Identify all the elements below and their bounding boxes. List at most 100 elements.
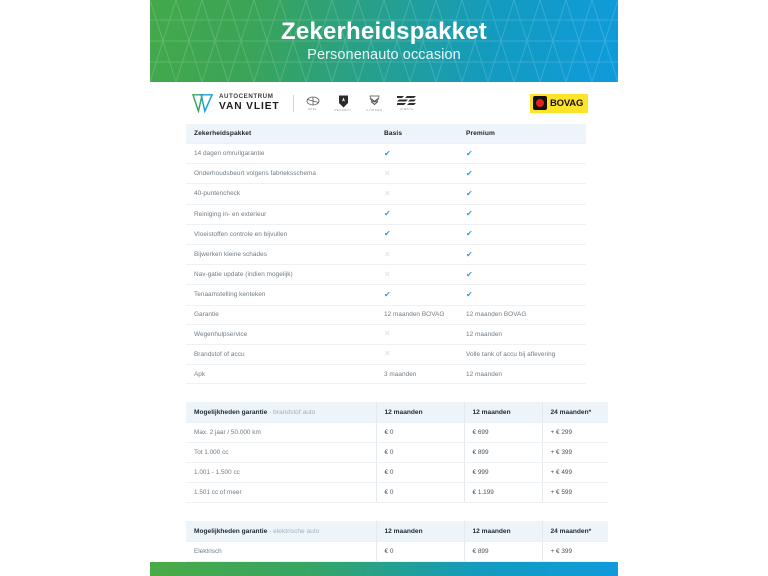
feature-label: Garantie	[186, 305, 376, 325]
cross-icon: ✕	[384, 269, 391, 279]
page-title: Zekerheidspakket	[281, 17, 487, 45]
premium-value: 12 maanden	[458, 324, 586, 345]
column-header-24m: 24 maanden*	[542, 402, 608, 424]
premium-value: 12 maanden BOVAG	[458, 305, 586, 325]
feature-label: 40-puntencheck	[186, 183, 376, 205]
check-icon: ✔	[466, 188, 473, 198]
premium-value: Volle tank of accu bij aflevering	[458, 344, 586, 366]
column-header-premium: Premium	[458, 124, 586, 144]
check-icon: ✔	[466, 289, 473, 299]
price-12m-a: € 0	[376, 541, 464, 563]
citroen-logo-icon	[369, 95, 380, 105]
footer-gradient-bar	[150, 562, 618, 576]
bovag-label: BOVAG	[550, 97, 584, 109]
electric-table-title: Mogelijkheden garantie - elektrische aut…	[186, 521, 376, 543]
fuel-warranty-price-table: Mogelijkheden garantie - brandstof auto …	[186, 402, 608, 504]
basis-value: ✔	[376, 204, 458, 225]
feature-label: Reiniging in- en exterieur	[186, 204, 376, 225]
check-icon: ✔	[384, 148, 391, 158]
price-row-label: Elektrisch	[186, 541, 376, 563]
price-12m-a: € 0	[376, 442, 464, 464]
column-header-feature: Zekerheidspakket	[186, 124, 376, 144]
basis-value: ✔	[376, 224, 458, 245]
table-row: Tot 1.000 cc € 0 € 899 + € 399	[186, 442, 608, 464]
column-header-basis: Basis	[376, 124, 458, 144]
brand-bar: AUTOCENTRUM VAN VLIET OPEL PEUGEOT	[150, 82, 618, 124]
dealer-name-bottom: VAN VLIET	[219, 100, 280, 112]
premium-value: ✔	[458, 264, 586, 286]
check-icon: ✔	[384, 209, 391, 219]
fuel-table-title: Mogelijkheden garantie - brandstof auto	[186, 402, 376, 424]
price-24m: + € 599	[542, 482, 608, 504]
check-icon: ✔	[384, 289, 391, 299]
price-24m: + € 299	[542, 422, 608, 444]
basis-value: ✕	[376, 324, 458, 345]
check-icon: ✔	[466, 269, 473, 279]
basis-value: ✔	[376, 284, 458, 306]
check-icon: ✔	[466, 209, 473, 219]
basis-value: ✕	[376, 344, 458, 366]
aiways-logo: AIWAYS	[397, 95, 417, 111]
price-24m: + € 399	[542, 541, 608, 563]
check-icon: ✔	[466, 229, 473, 239]
cross-icon: ✕	[384, 329, 391, 339]
column-header-24m: 24 maanden*	[542, 521, 608, 543]
price-12m-b: € 899	[464, 442, 542, 464]
premium-value: 12 maanden	[458, 364, 586, 385]
table-row: Elektrisch € 0 € 899 + € 399	[186, 541, 608, 563]
v7-chevron-logo-icon	[192, 94, 214, 113]
price-row-label: Tot 1.000 cc	[186, 442, 376, 464]
bovag-badge: BOVAG	[530, 93, 588, 113]
dealer-logo: AUTOCENTRUM VAN VLIET	[192, 93, 280, 113]
header-banner: Zekerheidspakket Personenauto occasion	[150, 0, 618, 82]
opel-logo-icon	[306, 96, 319, 106]
table-row: 1.001 - 1.500 cc € 0 € 999 + € 499	[186, 462, 608, 484]
premium-value: ✔	[458, 143, 586, 165]
price-12m-a: € 0	[376, 422, 464, 444]
feature-comparison-table: Zekerheidspakket Basis Premium 14 dagen …	[186, 124, 586, 385]
basis-value: 12 maanden BOVAG	[376, 305, 458, 325]
feature-label: Apk	[186, 364, 376, 385]
cross-icon: ✕	[384, 249, 391, 259]
table-row: Tenaamstelling kenteken ✔ ✔	[186, 284, 586, 306]
table-header-row: Mogelijkheden garantie - elektrische aut…	[186, 521, 608, 543]
check-icon: ✔	[384, 229, 391, 239]
car-brand-logos: OPEL PEUGEOT CITROEN	[306, 95, 417, 112]
triangle-pattern-icon	[150, 0, 618, 82]
basis-value: ✕	[376, 163, 458, 185]
cross-icon: ✕	[384, 349, 391, 359]
citroen-logo: CITROEN	[366, 95, 382, 112]
premium-value: ✔	[458, 183, 586, 205]
feature-label: 14 dagen omruílgarantie	[186, 143, 376, 165]
premium-value: ✔	[458, 163, 586, 185]
table-row: Reiniging in- en exterieur ✔ ✔	[186, 204, 586, 225]
feature-label: Nav-gatie update (indien mogelijk)	[186, 264, 376, 286]
price-24m: + € 399	[542, 442, 608, 464]
table-row: Nav-gatie update (indien mogelijk) ✕ ✔	[186, 264, 586, 286]
table-row: Onderhoudsbeurt volgens fabrieksschema ✕ ✔	[186, 163, 586, 185]
feature-label: Vloeistoffen controle en bijvullen	[186, 224, 376, 245]
premium-value: ✔	[458, 224, 586, 245]
check-icon: ✔	[466, 249, 473, 259]
feature-label: Bijwerken kleine schades	[186, 244, 376, 266]
feature-label: Onderhoudsbeurt volgens fabrieksschema	[186, 163, 376, 185]
basis-value: ✕	[376, 264, 458, 286]
basis-value: ✔	[376, 143, 458, 165]
table-row: Vloeistoffen controle en bijvullen ✔ ✔	[186, 224, 586, 245]
citroen-label: CITROEN	[366, 108, 383, 112]
peugeot-label: PEUGEOT	[334, 108, 352, 112]
price-12m-b: € 999	[464, 462, 542, 484]
feature-label: Wegenhulpservice	[186, 324, 376, 345]
content-area: Zekerheidspakket Basis Premium 14 dagen …	[150, 124, 618, 576]
price-12m-b: € 699	[464, 422, 542, 444]
cross-icon: ✕	[384, 188, 391, 198]
check-icon: ✔	[466, 148, 473, 158]
basis-value: ✕	[376, 244, 458, 266]
table-row: 14 dagen omruílgarantie ✔ ✔	[186, 143, 586, 165]
table-row: Garantie 12 maanden BOVAG 12 maanden BOVAG	[186, 305, 586, 325]
premium-value: ✔	[458, 284, 586, 306]
cross-icon: ✕	[384, 168, 391, 178]
table-row: 40-puntencheck ✕ ✔	[186, 183, 586, 205]
table-row: Bijwerken kleine schades ✕ ✔	[186, 244, 586, 266]
electric-warranty-price-table: Mogelijkheden garantie - elektrische aut…	[186, 521, 608, 563]
